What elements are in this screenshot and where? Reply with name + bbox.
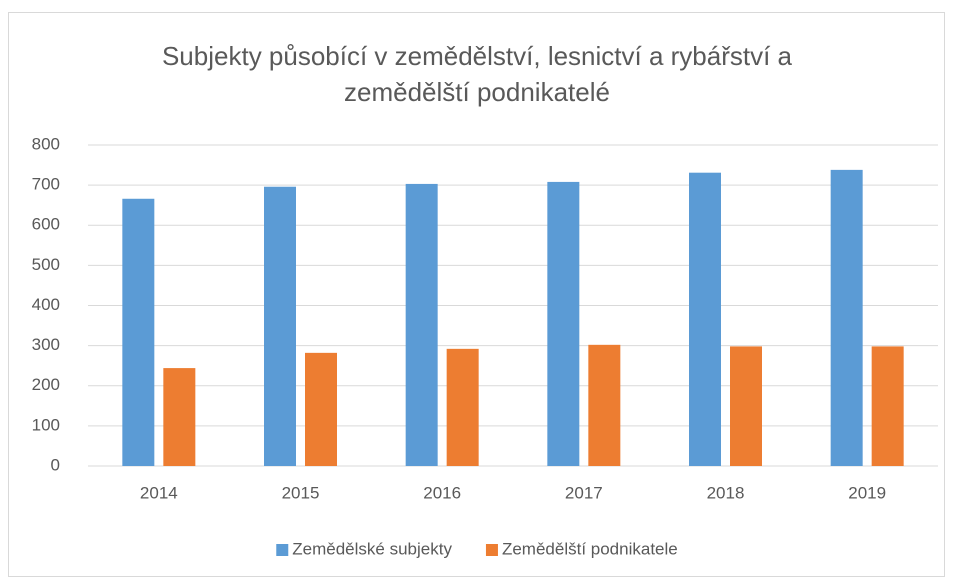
bar <box>689 172 721 466</box>
y-tick-label: 700 <box>32 175 60 194</box>
x-tick-label: 2019 <box>848 483 886 502</box>
legend-label: Zemědělští podnikatele <box>502 539 678 558</box>
y-tick-label: 800 <box>32 134 60 153</box>
y-tick-label: 0 <box>51 455 60 474</box>
legend-label: Zemědělské subjekty <box>292 539 452 558</box>
y-tick-label: 100 <box>32 415 60 434</box>
y-tick-label: 300 <box>32 335 60 354</box>
y-tick-label: 600 <box>32 215 60 234</box>
bar <box>547 181 580 467</box>
bar <box>871 346 904 466</box>
bar <box>305 352 337 466</box>
legend: Zemědělské subjekty Zemědělští podnikatel… <box>276 539 678 558</box>
y-tick-label: 500 <box>32 255 60 274</box>
chart-border <box>8 12 945 577</box>
x-tick-label: 2014 <box>140 483 178 502</box>
x-tick-label: 2018 <box>707 483 745 502</box>
legend-swatch <box>276 544 289 556</box>
chart-title: Subjekty působící v zemědělství, lesnict… <box>161 41 793 107</box>
x-tick-label: 2016 <box>423 483 461 502</box>
x-tick-label: 2015 <box>282 483 320 502</box>
y-tick-label: 400 <box>32 295 60 314</box>
bar <box>264 186 296 467</box>
y-tick-label: 200 <box>32 375 60 394</box>
bar <box>730 346 762 466</box>
bar <box>163 368 196 466</box>
bar <box>446 348 479 466</box>
bar <box>830 169 863 466</box>
bar <box>588 344 621 466</box>
x-tick-label: 2017 <box>565 483 603 502</box>
bar <box>122 198 155 466</box>
bar <box>405 183 438 466</box>
legend-swatch <box>485 544 498 556</box>
